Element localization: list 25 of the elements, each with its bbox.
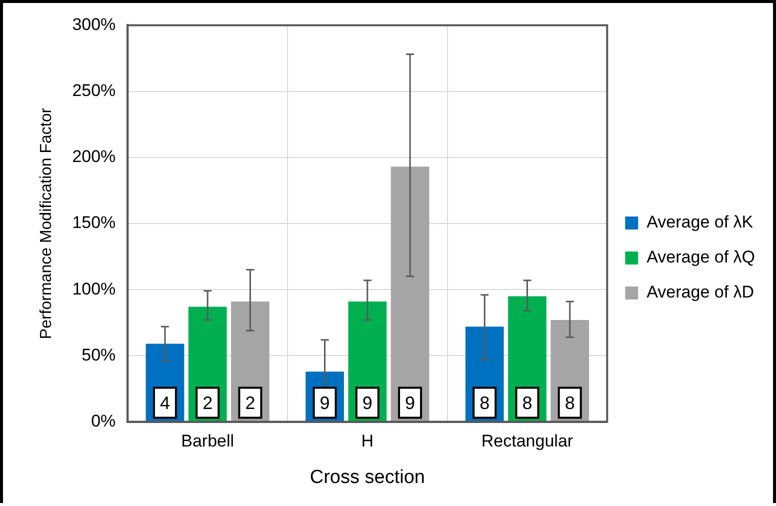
y-tick-label: 200% bbox=[72, 147, 116, 166]
annotation: 9 bbox=[405, 392, 416, 413]
x-tick-label: H bbox=[361, 432, 374, 451]
annotation: 9 bbox=[320, 392, 330, 413]
annotation: 2 bbox=[245, 392, 256, 413]
y-tick-label: 50% bbox=[82, 345, 116, 364]
annotation: 8 bbox=[522, 392, 532, 413]
legend-label: Average of λQ bbox=[646, 248, 755, 267]
annotation: 2 bbox=[202, 392, 213, 413]
annotation: 8 bbox=[564, 392, 575, 413]
y-tick-label: 150% bbox=[72, 213, 116, 232]
bar bbox=[390, 166, 430, 422]
legend-label: Average of λD bbox=[646, 282, 754, 302]
annotation: 4 bbox=[160, 392, 170, 413]
y-tick-label: 250% bbox=[72, 80, 116, 100]
y-axis-title: Performance Modification Factor bbox=[38, 107, 56, 340]
x-axis-title: Cross section bbox=[310, 466, 425, 488]
y-tick-label: 300% bbox=[72, 14, 116, 34]
y-tick-label: 100% bbox=[72, 279, 116, 298]
y-tick-label: 0% bbox=[91, 411, 116, 430]
x-tick-label: Rectangular bbox=[481, 432, 574, 451]
x-tick-label: Barbell bbox=[181, 432, 234, 451]
legend-label: Average of λK bbox=[646, 212, 754, 232]
annotation: 8 bbox=[480, 392, 490, 413]
annotation: 9 bbox=[362, 392, 372, 413]
